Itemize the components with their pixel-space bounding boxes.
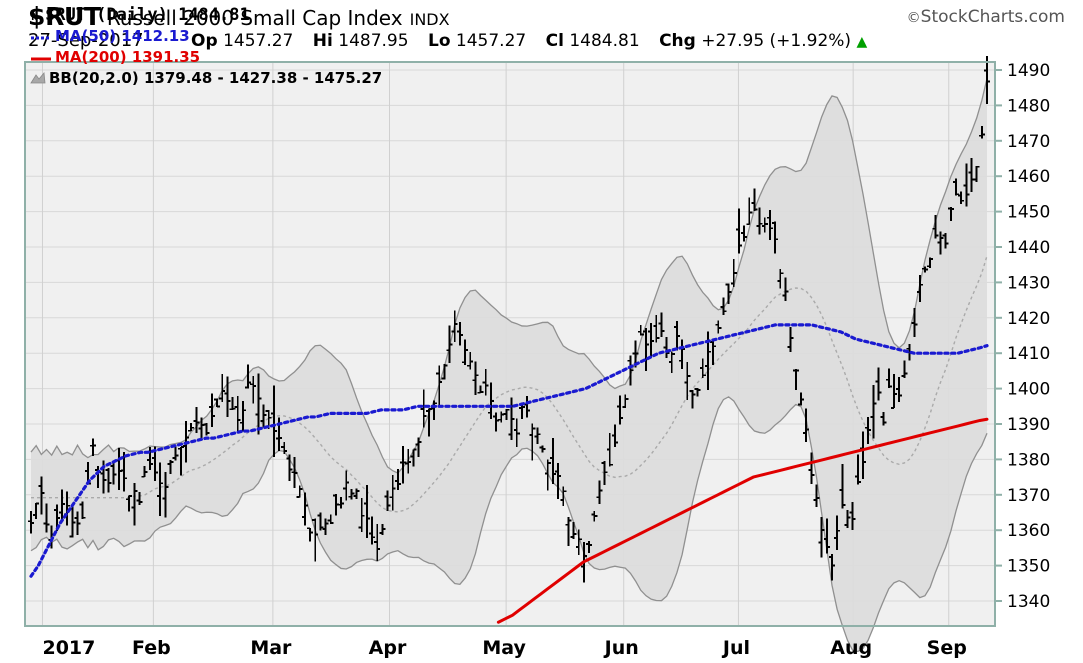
quote-date: 27-Sep-2017 (28, 30, 144, 51)
svg-text:1370: 1370 (1007, 486, 1050, 506)
chart-canvas[interactable]: 1340 1350 1360 1370 1380 1390 1400 1410 1420 1430… (0, 56, 1083, 663)
quote-change: Chg +27.95 (+1.92%) ▲ (659, 31, 867, 51)
low-value: 1457.27 (455, 31, 527, 51)
legend-bb-text: BB(20,2.0) 1379.48 - 1427.38 - 1475.27 (49, 69, 383, 87)
header-quote-row: 27-Sep-2017 Op 1457.27 Hi 1487.95 Lo 145… (28, 30, 867, 51)
header-title-row: $RUT Russell 2000 Small Cap Index INDX (28, 2, 450, 31)
quote-open: Op 1457.27 (191, 31, 293, 51)
chart-legend: ⇅ $RUT (Daily) 1484.81 MA(50) 1412.13 MA… (30, 5, 382, 89)
svg-text:1380: 1380 (1007, 450, 1050, 470)
svg-text:1410: 1410 (1007, 344, 1050, 364)
svg-text:Jul: Jul (721, 637, 750, 659)
close-value: 1484.81 (569, 31, 640, 51)
symbol-ticker: $RUT (28, 2, 101, 31)
legend-ma50-row: MA(50) 1412.13 (30, 26, 382, 47)
chg-label: Chg (659, 31, 696, 51)
quote-close: Cl 1484.81 (546, 31, 640, 51)
brand-text: StockCharts.com (920, 7, 1065, 27)
low-label: Lo (427, 31, 451, 51)
ma50-swatch-icon (30, 29, 52, 45)
svg-text:2017: 2017 (42, 637, 95, 659)
legend-ma200-text: MA(200) 1391.35 (55, 48, 201, 66)
svg-text:Mar: Mar (250, 637, 292, 659)
svg-text:1420: 1420 (1007, 309, 1050, 329)
svg-text:1350: 1350 (1007, 557, 1050, 577)
up-arrow-icon: ▲ (856, 34, 868, 50)
svg-text:1440: 1440 (1007, 238, 1050, 258)
svg-text:Feb: Feb (132, 637, 171, 659)
svg-text:Apr: Apr (369, 637, 407, 659)
svg-text:May: May (482, 637, 526, 659)
legend-bb-row: BB(20,2.0) 1379.48 - 1427.38 - 1475.27 (30, 68, 382, 89)
chart-header: $RUT Russell 2000 Small Cap Index INDX ©St… (0, 0, 1083, 56)
bb-swatch-icon (30, 71, 46, 87)
symbol-name: Russell 2000 Small Cap Index (106, 6, 403, 30)
legend-main-row: ⇅ $RUT (Daily) 1484.81 (30, 5, 382, 26)
svg-text:1490: 1490 (1007, 61, 1050, 81)
chg-value: +27.95 (+1.92%) (701, 31, 852, 51)
updown-icon[interactable]: ⇅ (30, 6, 40, 24)
svg-text:1340: 1340 (1007, 592, 1050, 612)
svg-text:Sep: Sep (927, 637, 967, 659)
svg-text:1400: 1400 (1007, 380, 1050, 400)
symbol-exchange: INDX (409, 10, 450, 29)
legend-ma200-row: MA(200) 1391.35 (30, 47, 382, 68)
copyright-icon: © (906, 10, 921, 26)
quote-low: Lo 1457.27 (428, 31, 526, 51)
svg-text:1480: 1480 (1007, 96, 1050, 116)
close-label: Cl (545, 31, 564, 51)
svg-text:1430: 1430 (1007, 273, 1050, 293)
ma200-swatch-icon (30, 50, 52, 66)
svg-text:1360: 1360 (1007, 521, 1050, 541)
high-label: Hi (312, 31, 333, 51)
svg-text:1390: 1390 (1007, 415, 1050, 435)
svg-text:Jun: Jun (603, 637, 639, 659)
svg-text:1470: 1470 (1007, 132, 1050, 152)
high-value: 1487.95 (338, 31, 409, 51)
legend-ma50-text: MA(50) 1412.13 (55, 27, 190, 45)
quote-high: Hi 1487.95 (313, 31, 409, 51)
svg-text:Aug: Aug (830, 637, 872, 659)
open-value: 1457.27 (223, 31, 294, 51)
svg-text:1450: 1450 (1007, 203, 1050, 223)
legend-main-text: $RUT (Daily) 1484.81 (45, 5, 250, 25)
svg-text:1460: 1460 (1007, 167, 1050, 187)
price-chart[interactable]: 1340 1350 1360 1370 1380 1390 1400 1410 1420 1430… (0, 56, 1083, 663)
open-label: Op (191, 31, 218, 51)
stockcharts-brand: ©StockCharts.com (907, 7, 1065, 27)
